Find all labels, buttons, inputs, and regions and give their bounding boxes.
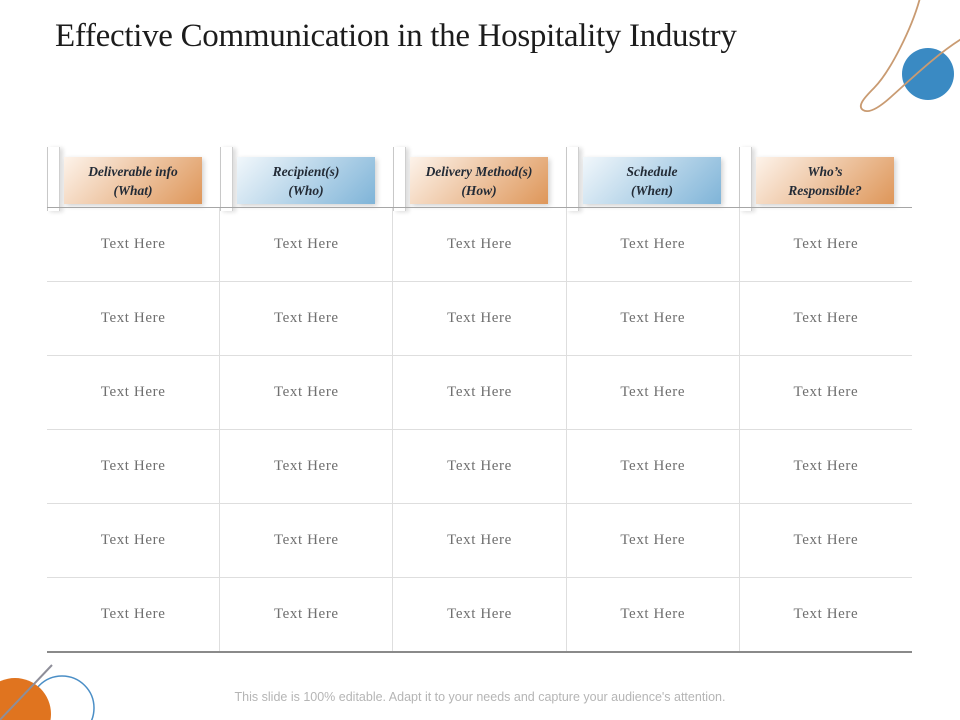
header-divider-strip bbox=[47, 147, 60, 211]
header-cell-line1: Deliverable info bbox=[88, 163, 178, 179]
table-cell: Text Here bbox=[793, 310, 859, 326]
gray-diagonal-line bbox=[0, 664, 53, 720]
table-cell: Text Here bbox=[567, 504, 740, 577]
table-cell: Text Here bbox=[393, 282, 567, 355]
header-column-1: Deliverable info (What) bbox=[47, 147, 220, 211]
table-cell: Text Here bbox=[47, 208, 221, 281]
table-cell: Text Here bbox=[567, 208, 740, 281]
table-cell: Text Here bbox=[793, 236, 859, 252]
table-cell: Text Here bbox=[567, 356, 740, 429]
table-row-2: Text Here Text Here Text Here Text Here Text… bbox=[47, 282, 912, 356]
header-cell: Delivery Method(s) (How) bbox=[410, 157, 548, 204]
header-cell-line2: (What) bbox=[113, 182, 153, 198]
table-row-4: Text Here Text Here Text Here Text Here Text… bbox=[47, 430, 912, 504]
header-cell-line2: (How) bbox=[461, 182, 497, 198]
header-column-2: Recipient(s) (Who) bbox=[220, 147, 393, 211]
footer-note: This slide is 100% editable. Adapt it to… bbox=[234, 690, 726, 704]
table-cell: Text Here bbox=[47, 356, 221, 429]
table-cell: Text Here bbox=[220, 282, 394, 355]
header-cell-line1: Recipient(s) bbox=[272, 163, 340, 179]
blue-circle-icon bbox=[902, 48, 954, 100]
table-cell: Text Here bbox=[567, 430, 740, 503]
header-cell: Recipient(s) (Who) bbox=[237, 157, 375, 204]
table-row-5: Text Here Text Here Text Here Text Here Text… bbox=[47, 504, 912, 578]
header-divider-strip bbox=[566, 147, 579, 211]
table-cell: Text Here bbox=[393, 578, 567, 651]
table-cell: Text Here bbox=[47, 430, 221, 503]
header-divider-strip bbox=[220, 147, 233, 211]
table-cell: Text Here bbox=[47, 504, 221, 577]
header-cell-line1: Delivery Method(s) bbox=[425, 163, 533, 179]
orange-curve-line bbox=[859, 0, 960, 112]
table-cell: Text Here bbox=[220, 430, 394, 503]
orange-circle-icon bbox=[0, 678, 51, 720]
table-cell: Text Here bbox=[793, 606, 859, 622]
header-column-3: Delivery Method(s) (How) bbox=[393, 147, 566, 211]
table-body: Text Here Text Here Text Here Text Here Text… bbox=[47, 207, 912, 653]
table-cell: Text Here bbox=[793, 384, 859, 400]
header-cell: Who’s Responsible? bbox=[756, 157, 894, 204]
table-cell: Text Here bbox=[220, 208, 394, 281]
header-cell: Deliverable info (What) bbox=[64, 157, 202, 204]
table-cell: Text Here bbox=[47, 282, 221, 355]
table-cell: Text Here bbox=[567, 578, 740, 651]
header-cell: Schedule (When) bbox=[583, 157, 721, 204]
table-cell: Text Here bbox=[393, 504, 567, 577]
header-cell-line1: Schedule bbox=[626, 163, 678, 179]
corner-decoration-bottom-left bbox=[0, 664, 95, 720]
header-cell-line2: (Who) bbox=[288, 182, 324, 198]
table-row-1: Text Here Text Here Text Here Text Here Text… bbox=[47, 208, 912, 282]
table-cell: Text Here bbox=[220, 504, 394, 577]
table-cell: Text Here bbox=[220, 356, 394, 429]
table-cell: Text Here bbox=[393, 356, 567, 429]
table-cell: Text Here bbox=[793, 532, 859, 548]
header-cell-line2: Responsible? bbox=[788, 182, 862, 198]
header-divider-strip bbox=[393, 147, 406, 211]
slide-title: Effective Communication in the Hospitali… bbox=[55, 18, 737, 54]
table-cell: Text Here bbox=[220, 578, 394, 651]
table-row-6: Text Here Text Here Text Here Text Here Text… bbox=[47, 578, 912, 651]
header-column-4: Schedule (When) bbox=[566, 147, 739, 211]
table-cell: Text Here bbox=[793, 458, 859, 474]
table-cell: Text Here bbox=[393, 208, 567, 281]
header-column-5: Who’s Responsible? bbox=[739, 147, 912, 211]
header-divider-strip bbox=[739, 147, 752, 211]
table-cell: Text Here bbox=[567, 282, 740, 355]
table-cell: Text Here bbox=[393, 430, 567, 503]
header-cell-line1: Who’s bbox=[807, 163, 843, 179]
table-row-3: Text Here Text Here Text Here Text Here Text… bbox=[47, 356, 912, 430]
header-cell-line2: (When) bbox=[630, 182, 673, 198]
corner-decoration-top-right bbox=[859, 0, 960, 112]
table-cell: Text Here bbox=[47, 578, 221, 651]
table-header-row: Deliverable info (What) Recipient(s) (Who) D… bbox=[47, 147, 912, 211]
